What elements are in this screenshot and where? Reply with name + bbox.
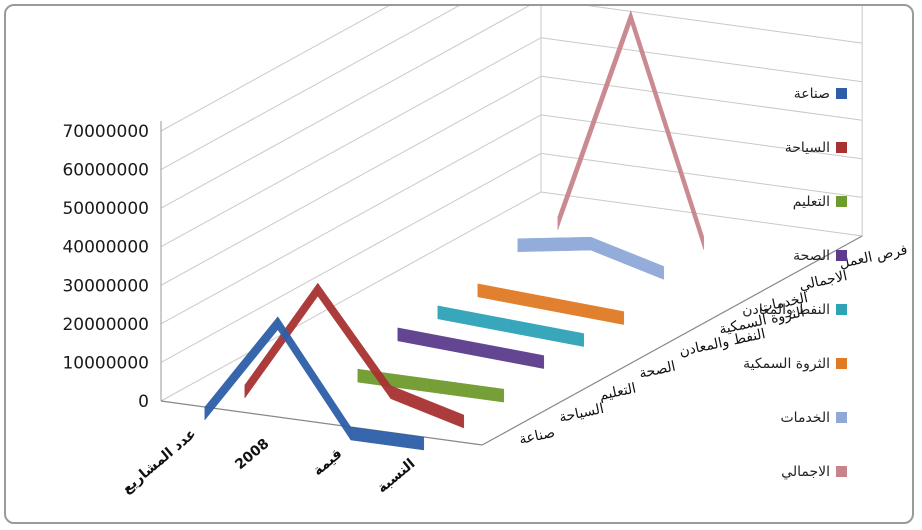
depth-tick-label: السياحة [558, 401, 606, 426]
y-tick-label: 60000000 [62, 161, 149, 181]
gridline [160, 37, 863, 248]
legend-label: الثروة السمكية [743, 356, 830, 372]
y-tick-label: 30000000 [62, 276, 149, 296]
depth-axis-line [481, 235, 863, 446]
series-ribbon-6 [550, 297, 625, 325]
series-ribbon-8 [630, 10, 705, 250]
y-tick-label: 10000000 [62, 353, 149, 373]
legend-label: السياحة [785, 140, 830, 156]
legend-swatch [836, 412, 847, 423]
series-ribbon-3 [430, 378, 505, 403]
legend-swatch [836, 196, 847, 207]
chart-frame: 0 10000000 20000000 30000000 40000000 5000000… [4, 4, 914, 524]
legend-label: الاجمالي [781, 464, 830, 480]
legend-swatch [836, 142, 847, 153]
series-ribbon-4 [397, 327, 472, 356]
depth-tick-label: فرص العمل [838, 242, 909, 272]
gridline [160, 6, 460, 171]
depth-tick-label: الصحة [638, 359, 677, 382]
legend-label: الصحة [793, 248, 830, 264]
series-ribbon-4 [470, 341, 545, 369]
y-tick-label: 20000000 [62, 315, 149, 335]
series-ribbon-2 [317, 282, 392, 400]
legend-swatch [836, 250, 847, 261]
series-ribbon-7 [590, 236, 665, 280]
gridline [160, 6, 863, 209]
series-ribbon-2 [390, 385, 465, 429]
legend-swatch [836, 304, 847, 315]
legend-label: صناعة [794, 86, 830, 102]
gridline [160, 6, 390, 132]
y-tick-label: 40000000 [62, 238, 149, 258]
y-tick-label: 70000000 [62, 122, 149, 142]
series-ribbon-5 [510, 319, 585, 347]
series-ribbon-6 [477, 283, 552, 312]
series-ribbon-2 [244, 282, 319, 399]
x-tick-label: النسبة [374, 456, 418, 497]
depth-tick-label: التعليم [598, 381, 638, 404]
series-ribbon-1 [350, 426, 425, 451]
series-ribbon-7 [517, 236, 592, 252]
depth-tick-label: صناعة [518, 425, 557, 448]
legend-swatch [836, 358, 847, 369]
chart-3d-line: 0 10000000 20000000 30000000 40000000 5000000… [62, 6, 909, 497]
x-tick-label: 2008 [232, 436, 272, 473]
depth-tick-label: الاجمالي [798, 268, 849, 294]
gridline [160, 75, 863, 286]
legend-label: الخدمات [781, 410, 831, 426]
x-tick-label: قيمة [310, 446, 345, 479]
x-tick-label: عدد المشاريع [119, 426, 199, 497]
y-tick-label: 50000000 [62, 199, 149, 219]
y-tick-label: 0 [138, 392, 149, 412]
legend-swatch [836, 88, 847, 99]
legend-label: التعليم [793, 194, 830, 210]
legend-swatch [836, 466, 847, 477]
series-ribbon-5 [437, 305, 512, 334]
legend-label: النفط والمعادن [742, 302, 830, 318]
series-ribbon-8 [557, 10, 632, 230]
